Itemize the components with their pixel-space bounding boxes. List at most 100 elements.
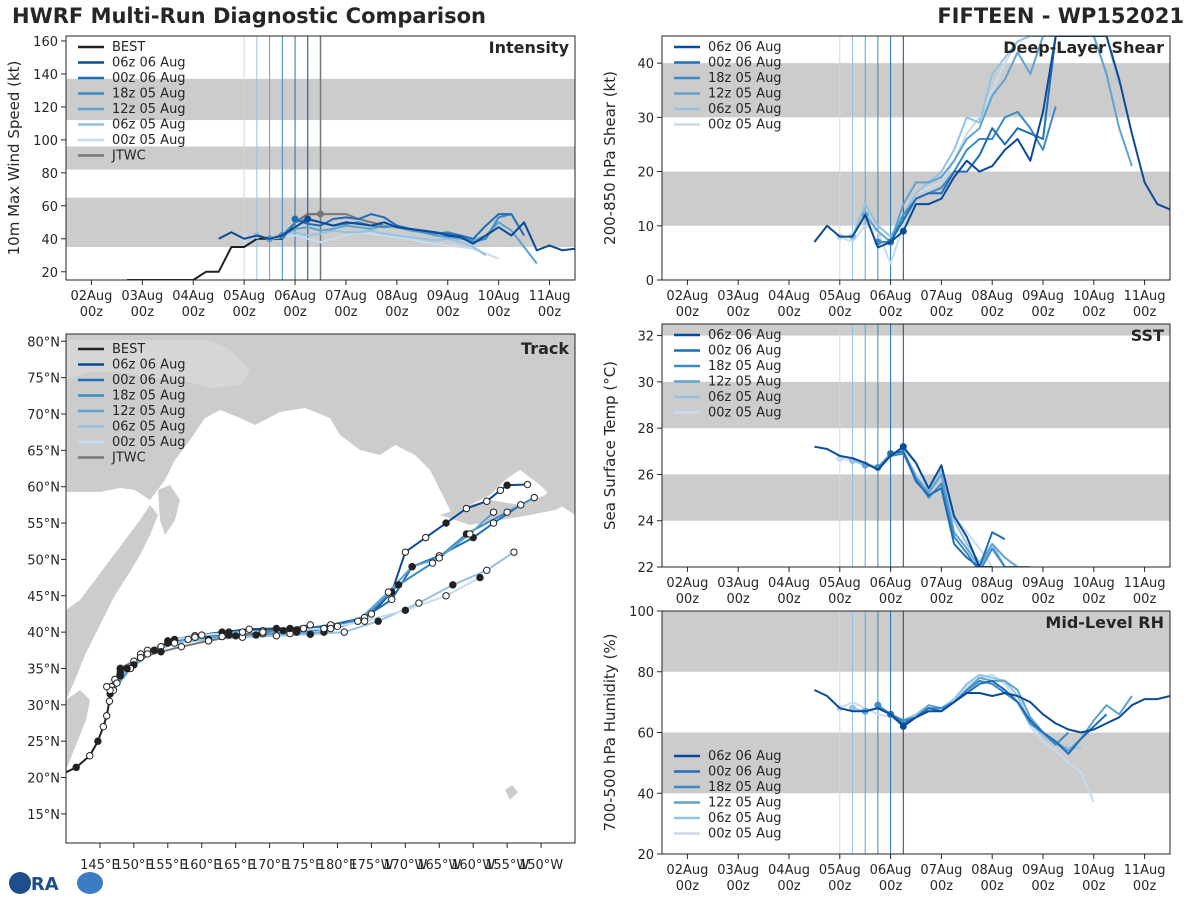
y-tick-label: 28 [637, 422, 654, 437]
track-point [523, 480, 532, 489]
series-line-18z-05-aug [877, 452, 1018, 567]
legend-label: JTWC [111, 149, 146, 164]
track-point [143, 650, 152, 658]
series-line-06z-06-aug [813, 36, 1170, 249]
track-point [259, 628, 267, 636]
x-tick-hour: 00z [232, 305, 256, 320]
track-point [496, 486, 505, 495]
track-point [157, 648, 165, 656]
panel-frame [65, 333, 576, 844]
lon-tick-label: 145°E [80, 858, 120, 873]
track-point [415, 599, 423, 607]
panel-title: Track [521, 339, 569, 358]
lat-tick-label: 25°N [27, 735, 60, 750]
init-point [291, 215, 299, 223]
land-group [66, 334, 575, 800]
track-point [421, 533, 430, 542]
x-tick-day: 04Aug [172, 289, 214, 304]
x-tick-day: 02Aug [666, 576, 708, 591]
lon-tick-label: 150°E [114, 858, 154, 873]
y-tick-label: 100 [629, 605, 654, 620]
x-tick-hour: 00z [1082, 592, 1106, 607]
legend-label: 06z 05 Aug [112, 420, 186, 435]
x-tick-hour: 00z [80, 305, 104, 320]
init-point [874, 701, 882, 709]
panel-title: Mid-Level RH [1045, 613, 1164, 632]
panel-frame [661, 323, 1171, 568]
x-tick-day: 11Aug [1124, 576, 1166, 591]
y-tick-label: 140 [33, 68, 58, 83]
x-tick-day: 08Aug [971, 863, 1013, 878]
legend-label: 12z 05 Aug [708, 375, 782, 390]
track-point [113, 679, 121, 687]
x-tick-hour: 00z [777, 305, 801, 320]
track-point [252, 631, 260, 639]
y-tick-label: 100 [33, 134, 58, 149]
series-line-06z-06-aug [813, 689, 1170, 734]
series-line-18z-05-aug [877, 679, 1070, 746]
track-point [401, 606, 410, 615]
x-tick-hour: 00z [930, 592, 954, 607]
band-sst-2 [662, 324, 1170, 336]
track-point [105, 697, 114, 705]
x-tick-day: 02Aug [666, 289, 708, 304]
x-tick-hour: 00z [879, 879, 903, 894]
track-point [99, 722, 108, 731]
track-point [466, 530, 474, 538]
lat-tick-label: 55°N [27, 517, 60, 532]
track-point [503, 508, 511, 516]
legend-label: 00z 06 Aug [708, 56, 782, 71]
track-point [191, 633, 199, 641]
legend-label: 06z 05 Aug [708, 102, 782, 117]
x-tick-hour: 00z [1031, 305, 1055, 320]
panel-track: 15°N 20°N 25°N 30°N 35°N 40°N 45°N 50°N 55°N 60°N… [27, 333, 576, 873]
track-point [177, 642, 186, 651]
y-tick-label: 32 [637, 330, 654, 345]
track-point [204, 637, 213, 645]
track-lines [66, 480, 538, 776]
series-line-12z-05-aug [864, 36, 1133, 243]
panel-intensity: 2040608010012014016002Aug00z03Aug00z04Au… [5, 35, 576, 320]
track-point [367, 610, 376, 618]
x-tick-hour: 00z [727, 879, 751, 894]
lon-tick-label: 160°E [182, 858, 222, 873]
x-tick-hour: 00z [487, 305, 511, 320]
x-tick-hour: 00z [1133, 879, 1157, 894]
track-point [428, 559, 437, 567]
track-point [360, 617, 369, 625]
x-tick-day: 10Aug [478, 289, 520, 304]
x-tick-hour: 00z [828, 592, 852, 607]
legend-label: 18z 05 Aug [708, 780, 782, 795]
legend-label: 06z 05 Aug [708, 811, 782, 826]
lon-tick-label: 165°W [417, 858, 461, 873]
x-tick-day: 06Aug [870, 863, 912, 878]
logo-text: CIRA [11, 874, 59, 895]
legend-label: 00z 05 Aug [112, 435, 186, 450]
lat-tick-label: 15°N [27, 808, 60, 823]
x-tick-hour: 00z [727, 592, 751, 607]
x-tick-day: 04Aug [768, 576, 810, 591]
lon-tick-label: 155°W [485, 858, 529, 873]
y-axis-label: 700-500 hPa Humidity (%) [601, 633, 619, 831]
panel-title: Deep-Layer Shear [1003, 38, 1164, 57]
x-tick-day: 05Aug [819, 863, 861, 878]
x-tick-hour: 00z [1082, 879, 1106, 894]
storm-title: FIFTEEN - WP152021 [937, 4, 1184, 28]
lon-tick-label: 150°W [519, 858, 563, 873]
series-line-00z-05-aug [839, 673, 1095, 803]
legend-label: 00z 05 Aug [708, 406, 782, 421]
y-tick-label: 80 [637, 666, 654, 681]
x-tick-day: 11Aug [529, 289, 571, 304]
x-tick-hour: 00z [676, 592, 700, 607]
x-tick-hour: 00z [676, 879, 700, 894]
x-tick-day: 03Aug [121, 289, 163, 304]
track-point [306, 621, 315, 629]
x-tick-hour: 00z [930, 879, 954, 894]
track-point [218, 632, 226, 641]
x-tick-day: 10Aug [1073, 576, 1115, 591]
x-tick-hour: 00z [1082, 305, 1106, 320]
lon-tick-label: 180°E [318, 858, 358, 873]
jtwc-point [317, 210, 324, 218]
